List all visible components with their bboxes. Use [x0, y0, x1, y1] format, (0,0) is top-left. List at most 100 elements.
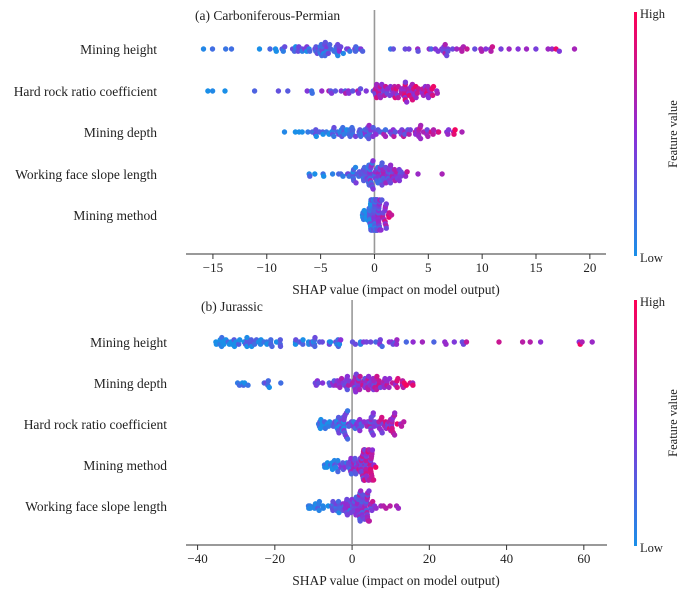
- shap-dot: [366, 488, 372, 494]
- shap-dot: [373, 464, 379, 470]
- shap-dot: [352, 341, 359, 347]
- shap-dot: [472, 46, 478, 52]
- shap-dot: [319, 339, 325, 345]
- shap-dot: [463, 339, 470, 345]
- shap-dot: [277, 337, 283, 343]
- shap-dot: [369, 447, 376, 453]
- shap-dot: [265, 378, 271, 384]
- shap-dot: [430, 131, 436, 137]
- x-tick-label: −40: [187, 551, 207, 566]
- shap-dot: [221, 341, 227, 347]
- shap-dot: [228, 46, 235, 52]
- shap-dot: [410, 339, 416, 345]
- shap-dot: [275, 88, 282, 94]
- shap-dot: [404, 169, 410, 175]
- shap-dot: [280, 48, 286, 54]
- shap-dot: [383, 505, 389, 511]
- panel-b-feature-label-4: Mining method: [83, 458, 167, 473]
- panel-a-feature-label-3: Mining depth: [84, 125, 157, 140]
- shap-dot: [322, 39, 328, 46]
- shap-dot: [383, 225, 389, 231]
- x-tick-label: 0: [371, 260, 378, 275]
- shap-dot: [374, 373, 380, 380]
- shap-dot: [366, 135, 372, 142]
- shap-dot: [430, 127, 437, 133]
- shap-dot: [454, 46, 460, 52]
- shap-dot: [431, 339, 437, 345]
- shap-dot: [307, 48, 313, 54]
- shap-dot: [251, 341, 258, 347]
- shap-dot: [425, 83, 431, 90]
- shap-dot: [537, 339, 544, 345]
- shap-dot: [430, 92, 436, 99]
- shap-dot: [329, 171, 336, 177]
- shap-dot: [316, 507, 322, 514]
- shap-dot: [451, 339, 457, 345]
- shap-dot: [403, 339, 409, 345]
- shap-dot: [579, 339, 585, 345]
- panel-a: (a) Carboniferous-Permian Mining height …: [14, 8, 606, 297]
- x-tick-label: 20: [583, 260, 596, 275]
- panel-b-feature-label-5: Working face slope length: [25, 499, 167, 514]
- shap-dot: [335, 457, 341, 464]
- shap-dot: [371, 423, 377, 429]
- shap-dot: [386, 384, 392, 391]
- x-tick-label: 60: [577, 551, 590, 566]
- shap-dot: [418, 122, 424, 129]
- shap-dot: [327, 41, 333, 48]
- shap-dot: [346, 423, 352, 429]
- shap-dot: [415, 171, 421, 177]
- colorbar-b-gradient: [634, 300, 637, 546]
- shap-dot: [419, 339, 426, 345]
- shap-dot: [360, 492, 366, 498]
- x-tick-label: 0: [349, 551, 356, 566]
- shap-dot: [353, 471, 359, 477]
- shap-dot: [266, 384, 272, 391]
- shap-dot: [332, 88, 339, 94]
- shap-dot: [370, 158, 376, 164]
- shap-dot: [515, 46, 521, 52]
- colorbar-b: High Low Feature value: [634, 295, 680, 555]
- shap-dot: [382, 127, 389, 133]
- shap-dot: [353, 180, 359, 186]
- panel-b-x-ticks: −40 −20 0 20 40 60: [187, 545, 590, 566]
- shap-dot: [331, 133, 337, 140]
- shap-dot: [205, 88, 211, 94]
- shap-dot: [370, 410, 376, 416]
- shap-dot: [379, 430, 385, 436]
- shap-dot: [331, 124, 337, 131]
- shap-dot: [377, 337, 383, 343]
- shap-dot: [281, 129, 288, 135]
- panel-b-dots: [213, 334, 595, 524]
- shap-dot: [278, 380, 284, 386]
- panel-a-dots: [200, 39, 578, 233]
- shap-dot: [285, 88, 291, 94]
- shap-dot: [442, 41, 448, 48]
- x-tick-label: −5: [314, 260, 328, 275]
- shap-dot: [395, 375, 401, 382]
- shap-dot: [338, 337, 344, 343]
- shap-dot: [350, 127, 356, 133]
- shap-dot: [365, 386, 371, 393]
- colorbar-b-high-label: High: [640, 295, 666, 309]
- shap-dot: [209, 46, 216, 52]
- shap-dot: [556, 48, 562, 54]
- shap-dot: [444, 52, 450, 59]
- shap-dot: [251, 88, 258, 94]
- panel-a-feature-label-2: Hard rock ratio coefficient: [14, 84, 158, 99]
- shap-dot: [363, 339, 370, 345]
- shap-dot: [346, 382, 352, 388]
- shap-dot: [366, 122, 372, 129]
- shap-dot: [394, 384, 400, 391]
- shap-dot: [496, 339, 502, 345]
- shap-dot: [428, 46, 434, 52]
- panel-a-x-ticks: −15 −10 −5 0 5 10 15 20: [203, 254, 596, 275]
- shap-dot: [382, 133, 389, 140]
- shap-dot: [410, 382, 416, 388]
- shap-dot: [370, 124, 376, 131]
- shap-dot: [357, 373, 363, 380]
- shap-dot: [452, 127, 458, 133]
- panel-a-title: (a) Carboniferous-Permian: [195, 8, 340, 23]
- shap-dot: [402, 173, 409, 179]
- panel-b-x-axis-title: SHAP value (impact on model output): [292, 573, 500, 588]
